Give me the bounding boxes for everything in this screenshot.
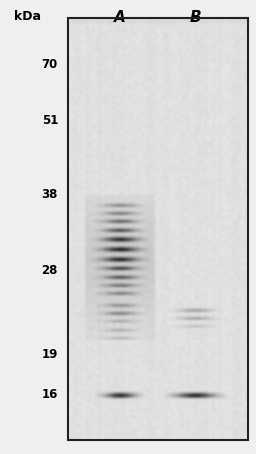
Text: A: A: [114, 10, 126, 25]
Text: kDa: kDa: [14, 10, 41, 23]
Text: 16: 16: [42, 389, 58, 401]
Bar: [68, 18, 248, 440]
Text: 38: 38: [42, 188, 58, 202]
Text: 51: 51: [42, 114, 58, 127]
Text: 70: 70: [42, 59, 58, 71]
Text: 19: 19: [42, 349, 58, 361]
Text: B: B: [189, 10, 201, 25]
Text: 28: 28: [42, 263, 58, 276]
